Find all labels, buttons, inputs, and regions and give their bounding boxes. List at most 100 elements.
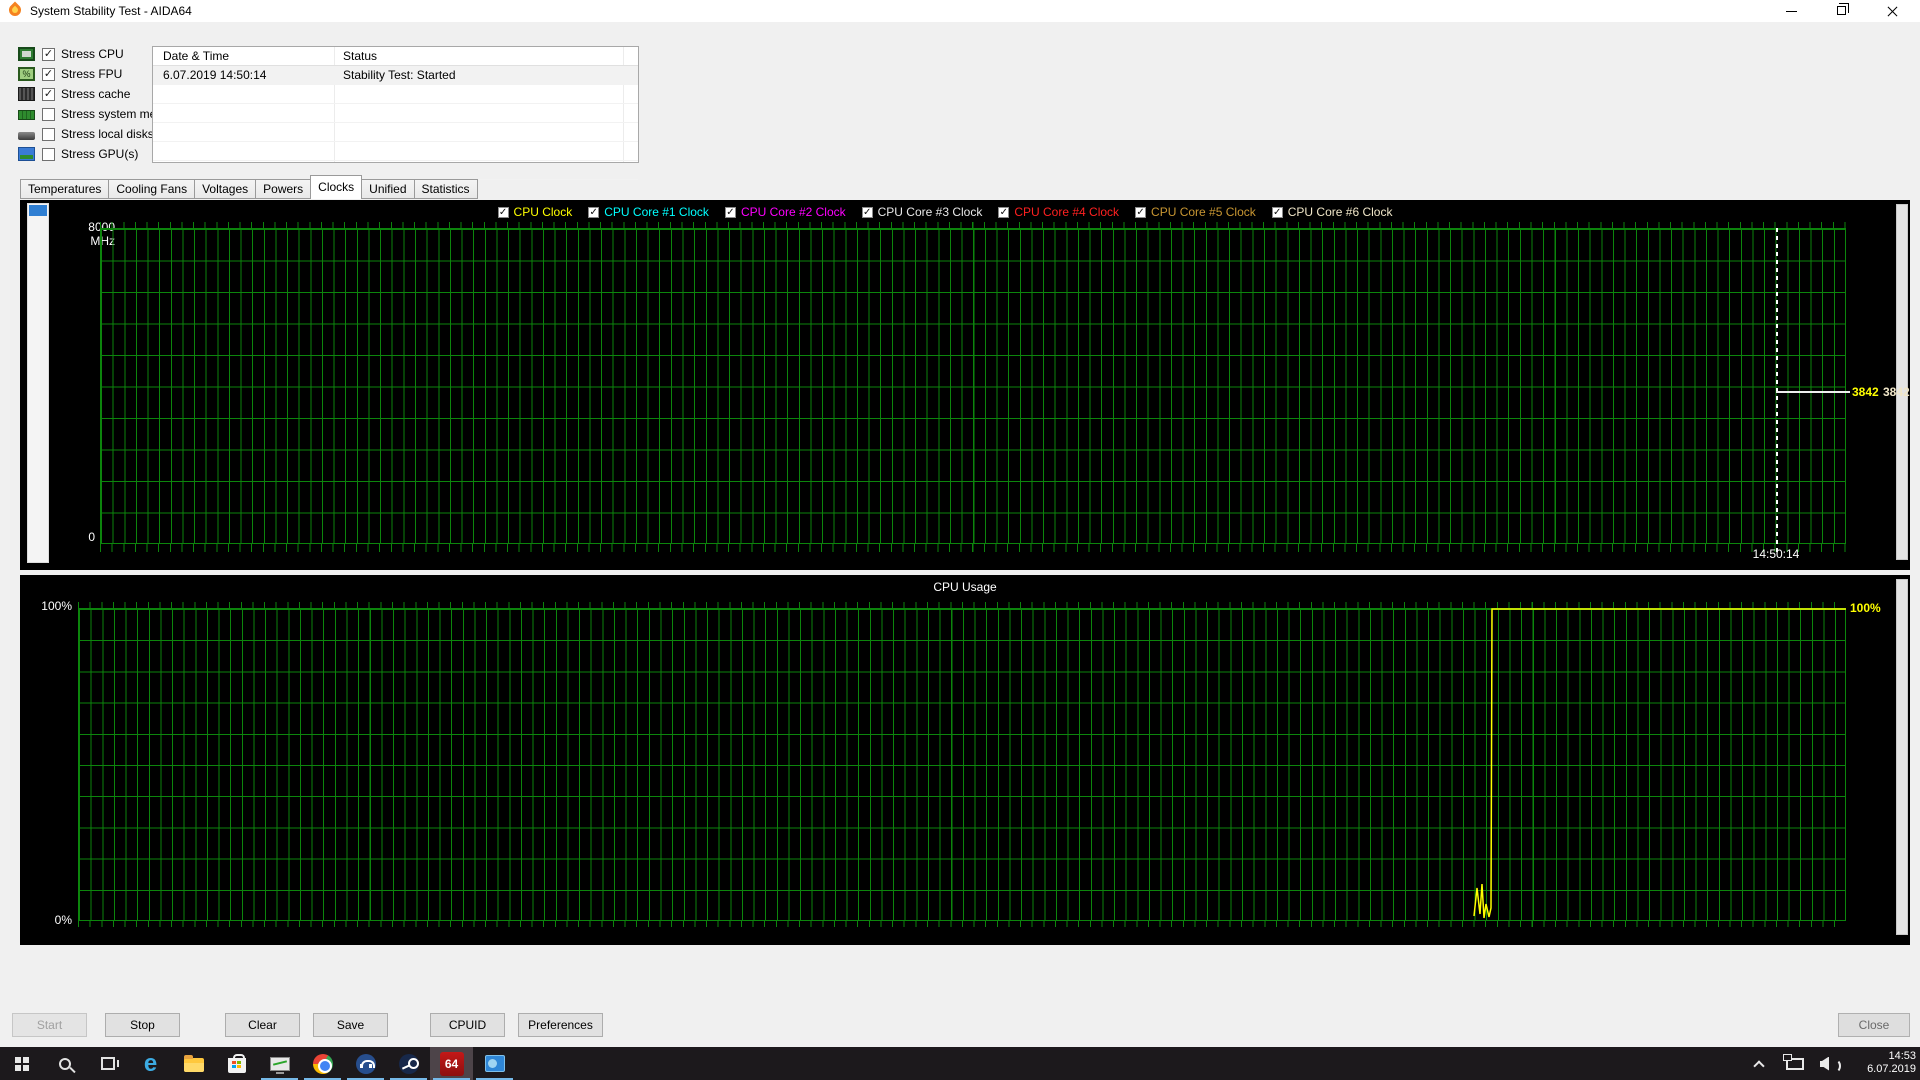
- column-divider[interactable]: [623, 47, 624, 162]
- windows-logo-icon: [14, 1056, 29, 1071]
- event-log-table: Date & Time Status 6.07.2019 14:50:14 St…: [152, 46, 639, 180]
- taskbar-chrome[interactable]: [301, 1047, 344, 1080]
- stress-memory-checkbox[interactable]: [42, 107, 55, 121]
- task-view-button[interactable]: [86, 1047, 129, 1080]
- taskbar-discord[interactable]: [344, 1047, 387, 1080]
- status-bar: Remaining Battery: No battery Test Start…: [0, 955, 1920, 1000]
- taskbar-media-app[interactable]: [473, 1047, 516, 1080]
- legend-label: CPU Core #5 Clock: [1151, 205, 1256, 219]
- test-start-marker-line: [1776, 228, 1778, 552]
- stress-cache-row[interactable]: ✓ Stress cache: [18, 84, 183, 104]
- grid-ticks-bottom: [100, 544, 1846, 552]
- tab-clocks[interactable]: Clocks: [310, 175, 363, 199]
- taskbar-store[interactable]: [215, 1047, 258, 1080]
- column-divider[interactable]: [334, 47, 335, 162]
- stress-gpu-label: Stress GPU(s): [61, 147, 139, 161]
- legend-core5-clock[interactable]: ✓ CPU Core #5 Clock: [1135, 204, 1256, 220]
- cell-status: Stability Test: Started: [343, 68, 456, 82]
- fpu-icon: [18, 67, 35, 81]
- close-window-button[interactable]: [1872, 0, 1912, 22]
- stress-gpu-checkbox[interactable]: [42, 147, 55, 161]
- legend-core3-clock[interactable]: ✓ CPU Core #3 Clock: [861, 204, 982, 220]
- chart-scrollbar[interactable]: [1896, 204, 1908, 560]
- current-value-line: [1776, 391, 1850, 393]
- legend-checkbox[interactable]: ✓: [861, 206, 873, 218]
- legend-cpu-clock[interactable]: ✓ CPU Clock: [497, 204, 573, 220]
- tray-clock[interactable]: 14:53 6.07.2019: [1852, 1047, 1916, 1080]
- clock-time: 14:53: [1888, 1050, 1916, 1062]
- running-indicator: [347, 1078, 384, 1080]
- chart-scrollbar[interactable]: [1896, 579, 1908, 935]
- table-row[interactable]: 6.07.2019 14:50:14 Stability Test: Start…: [153, 66, 638, 85]
- stress-disks-row[interactable]: Stress local disks: [18, 124, 183, 144]
- table-header: Date & Time Status: [153, 47, 638, 66]
- stress-disks-checkbox[interactable]: [42, 127, 55, 141]
- legend-core4-clock[interactable]: ✓ CPU Core #4 Clock: [998, 204, 1119, 220]
- stress-cpu-checkbox[interactable]: ✓: [42, 47, 55, 61]
- legend-checkbox[interactable]: ✓: [497, 206, 509, 218]
- cpuid-button[interactable]: CPUID: [430, 1013, 505, 1037]
- close-button[interactable]: Close: [1838, 1013, 1910, 1037]
- taskbar-file-explorer[interactable]: [172, 1047, 215, 1080]
- legend-checkbox[interactable]: ✓: [588, 206, 600, 218]
- clear-button[interactable]: Clear: [225, 1013, 300, 1037]
- tray-network[interactable]: [1783, 1047, 1804, 1080]
- legend-label: CPU Core #4 Clock: [1014, 205, 1120, 219]
- stress-disks-label: Stress local disks: [61, 127, 154, 141]
- taskbar-edge[interactable]: e: [129, 1047, 172, 1080]
- grid-ticks-top: [78, 602, 1846, 608]
- clocks-grid: [100, 228, 1846, 544]
- edge-icon: e: [143, 1049, 158, 1077]
- save-button[interactable]: Save: [313, 1013, 388, 1037]
- current-value-cpu-clock: 3842: [1852, 385, 1879, 399]
- usage-y-max-label: 100%: [41, 599, 72, 613]
- taskbar-system-monitor[interactable]: [258, 1047, 301, 1080]
- clocks-legend: ✓ CPU Clock ✓ CPU Core #1 Clock ✓ CPU Co…: [20, 204, 1870, 220]
- legend-core2-clock[interactable]: ✓ CPU Core #2 Clock: [724, 204, 846, 220]
- taskbar-search-button[interactable]: [43, 1047, 86, 1080]
- preferences-button[interactable]: Preferences: [518, 1013, 603, 1037]
- trackbar-thumb[interactable]: [29, 205, 47, 216]
- tab-powers[interactable]: Powers: [256, 179, 312, 199]
- minimize-button[interactable]: [1772, 0, 1812, 22]
- legend-checkbox[interactable]: ✓: [724, 206, 736, 218]
- restore-button[interactable]: [1822, 0, 1862, 22]
- legend-core6-clock[interactable]: ✓ CPU Core #6 Clock: [1271, 204, 1393, 220]
- usage-trace: [1473, 608, 1846, 919]
- tab-statistics[interactable]: Statistics: [414, 179, 478, 199]
- legend-label: CPU Core #6 Clock: [1287, 205, 1393, 219]
- tray-volume[interactable]: [1820, 1047, 1841, 1080]
- legend-checkbox[interactable]: ✓: [1135, 206, 1147, 218]
- tab-unified[interactable]: Unified: [362, 179, 415, 199]
- time-axis-label: 14:50:14: [1752, 547, 1800, 561]
- file-explorer-icon: [183, 1055, 204, 1072]
- table-row: [153, 142, 638, 161]
- stress-fpu-checkbox[interactable]: ✓: [42, 67, 55, 81]
- stress-fpu-row[interactable]: ✓ Stress FPU: [18, 64, 183, 84]
- windows-taskbar: e 64: [0, 1047, 1920, 1080]
- chrome-icon: [312, 1053, 333, 1074]
- tab-temperatures[interactable]: Temperatures: [20, 179, 110, 199]
- legend-checkbox[interactable]: ✓: [998, 206, 1010, 218]
- legend-label: CPU Clock: [513, 205, 573, 219]
- network-icon: [1783, 1053, 1804, 1070]
- tab-cooling-fans[interactable]: Cooling Fans: [109, 179, 196, 199]
- running-indicator: [476, 1078, 513, 1080]
- scale-trackbar[interactable]: [27, 203, 49, 563]
- tray-show-hidden-icons[interactable]: [1753, 1047, 1765, 1080]
- stress-cache-checkbox[interactable]: ✓: [42, 87, 55, 101]
- start-menu-button[interactable]: [0, 1047, 43, 1080]
- discord-icon: [355, 1053, 376, 1074]
- title-bar: System Stability Test - AIDA64: [0, 0, 1920, 22]
- taskbar-steam[interactable]: [387, 1047, 430, 1080]
- taskbar-aida64-active[interactable]: 64: [430, 1047, 473, 1080]
- aida64-icon: 64: [439, 1051, 464, 1076]
- tab-voltages[interactable]: Voltages: [195, 179, 257, 199]
- legend-core1-clock[interactable]: ✓ CPU Core #1 Clock: [588, 204, 709, 220]
- running-indicator: [433, 1078, 470, 1080]
- stress-cpu-row[interactable]: ✓ Stress CPU: [18, 44, 183, 64]
- steam-icon: [398, 1053, 419, 1074]
- legend-checkbox[interactable]: ✓: [1271, 206, 1283, 218]
- stop-button[interactable]: Stop: [105, 1013, 180, 1037]
- stress-gpu-row[interactable]: Stress GPU(s): [18, 144, 183, 164]
